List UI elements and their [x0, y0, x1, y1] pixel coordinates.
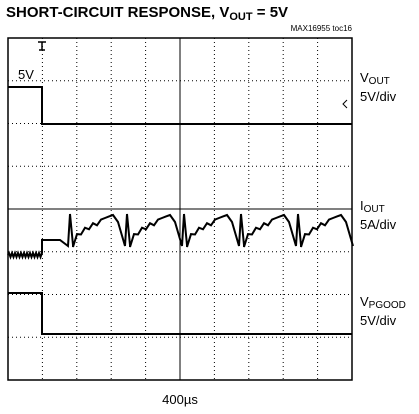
channel-symbol: V: [360, 70, 369, 85]
grid: [8, 38, 352, 380]
channel-sub: OUT: [369, 76, 390, 87]
title-tail: = 5V: [253, 4, 288, 21]
channel-name: IOUT: [360, 198, 385, 215]
channel-sub: OUT: [364, 204, 385, 215]
timebase: 400µs: [162, 392, 198, 407]
channel-symbol: V: [360, 294, 369, 309]
title: SHORT-CIRCUIT RESPONSE, VOUT = 5V: [6, 4, 288, 23]
channel-name: VOUT: [360, 70, 390, 87]
channel-scale: 5A/div: [360, 217, 397, 232]
channel-symbol: I: [360, 198, 364, 213]
vout-trace: [8, 86, 352, 125]
trigger-marker: [38, 41, 46, 51]
channel-scale: 5V/div: [360, 313, 397, 328]
figure-note: MAX16955 toc16: [291, 24, 353, 33]
channel-scale: 5V/div: [360, 89, 397, 104]
title-sub: OUT: [229, 11, 253, 23]
iout-trace: [7, 213, 354, 260]
level-marker: 5V: [18, 67, 34, 82]
title-text: SHORT-CIRCUIT RESPONSE, V: [6, 4, 229, 21]
pgood-trace: [8, 292, 352, 335]
trigger-level: [342, 99, 348, 109]
channel-name: VPGOOD: [360, 294, 406, 311]
screen-border: [7, 37, 353, 381]
channel-sub: PGOOD: [369, 300, 406, 311]
